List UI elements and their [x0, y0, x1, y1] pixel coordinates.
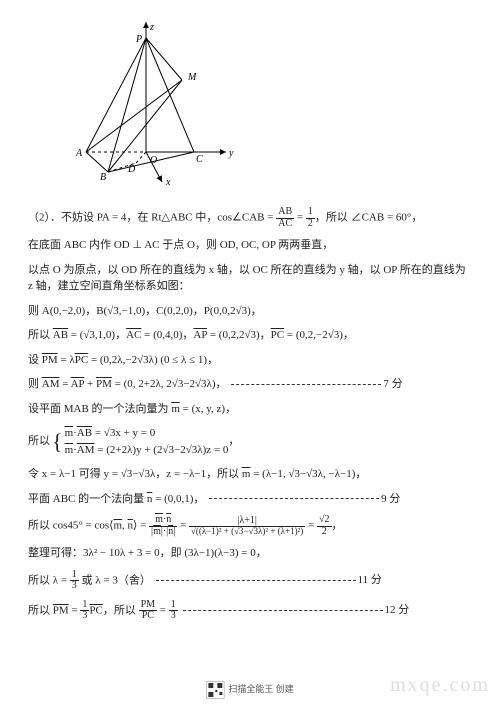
svg-text:O: O: [150, 155, 157, 166]
svg-text:P: P: [135, 34, 142, 45]
line-4: 则 A(0,−2,0)，B(√3,−1,0)，C(0,2,0)，P(0,0,2√…: [28, 303, 472, 320]
line-1: （2）．不妨设 PA = 4，在 Rt△ABC 中，cos∠CAB = ABAC…: [28, 207, 472, 229]
dots-7: [229, 378, 383, 390]
line-10: 令 x = λ−1 可得 y = √3−√3λ，z = −λ−1，所以 m = …: [28, 466, 472, 483]
score-7: 7 分: [383, 376, 402, 393]
svg-text:A: A: [75, 148, 83, 159]
dots-11: [154, 574, 358, 586]
dots-12: [181, 604, 385, 616]
line-9: 所以 { m·AB = √3x + y = 0 m·AM = (2+2λ)y +…: [28, 425, 472, 458]
line-5: 所以 AB = (√3,1,0)，AC = (0,4,0)，AP = (0,2,…: [28, 327, 472, 344]
score-9: 9 分: [381, 491, 400, 508]
svg-text:D: D: [127, 164, 136, 175]
footer-qr: 扫描全能王 创建: [206, 681, 293, 699]
qr-icon: [206, 681, 224, 699]
figure-svg: x y z A B C D O P M: [66, 20, 236, 190]
svg-text:B: B: [100, 172, 106, 183]
line-12: 所以 cos45° = cos⟨m, n⟩ = m·n|m|·|n| = |λ+…: [28, 515, 472, 537]
line-7: 则 AM = AP + PM = (0, 2+2λ, 2√3−2√3λ)， 7 …: [28, 376, 472, 393]
svg-text:z: z: [149, 22, 154, 33]
score-11: 11 分: [358, 572, 382, 589]
line-13: 整理可得：3λ² − 10λ + 3 = 0，即 (3λ−1)(λ−3) = 0…: [28, 545, 472, 562]
coordinate-figure: x y z A B C D O P M: [66, 20, 472, 193]
line-2: 在底面 ABC 内作 OD ⊥ AC 于点 O，则 OD, OC, OP 两两垂…: [28, 237, 472, 254]
svg-text:C: C: [196, 154, 203, 165]
dots-9: [207, 493, 381, 505]
line-3: 以点 O 为原点，以 OD 所在的直线为 x 轴，以 OC 所在的直线为 y 轴…: [28, 262, 472, 295]
svg-text:x: x: [165, 177, 171, 188]
line-8: 设平面 MAB 的一个法向量为 m = (x, y, z)，: [28, 401, 472, 418]
line-6: 设 PM = λPC = (0,2λ,−2√3λ) (0 ≤ λ ≤ 1)，: [28, 352, 472, 369]
watermark: mxqe.com: [390, 674, 490, 697]
line-14: 所以 λ = 13 或 λ = 3（舍） 11 分: [28, 570, 472, 592]
score-12: 12 分: [385, 602, 410, 619]
svg-text:M: M: [187, 72, 197, 83]
line-11: 平面 ABC 的一个法向量 n = (0,0,1)， 9 分: [28, 491, 472, 508]
svg-text:y: y: [228, 148, 234, 159]
line-15: 所以 PM = 13PC，所以 PMPC = 13 12 分: [28, 600, 472, 622]
